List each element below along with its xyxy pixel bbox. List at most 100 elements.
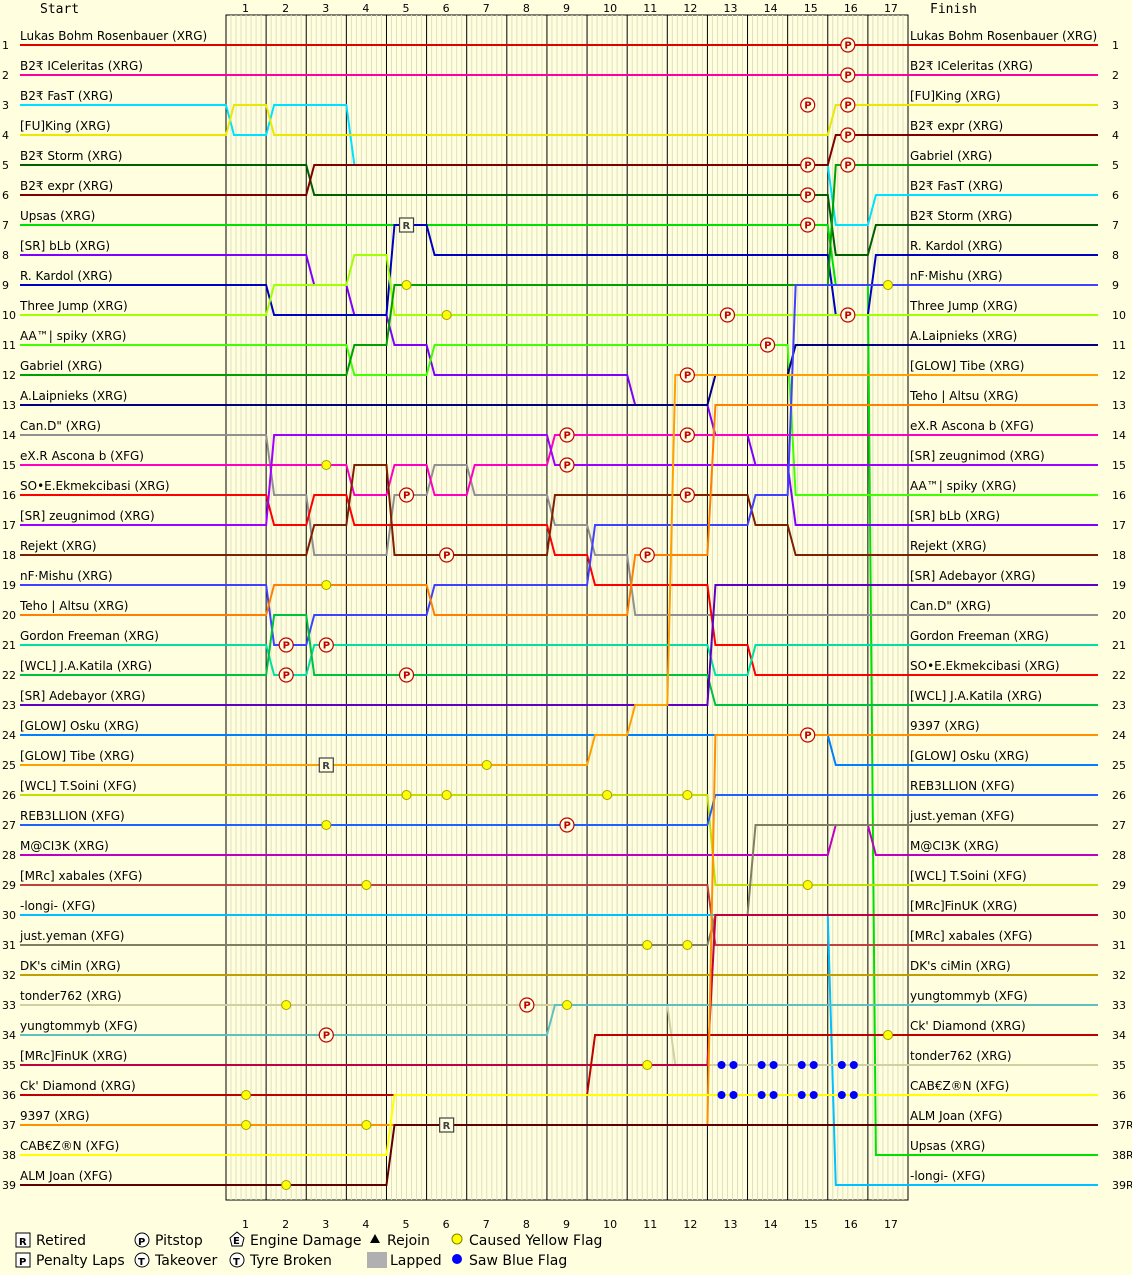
pitstop-marker	[840, 67, 856, 83]
pitstop-marker	[679, 427, 695, 443]
position-tick-left: 18	[2, 549, 16, 562]
pitstop-letter: P	[443, 551, 450, 562]
finish-driver-label: nF·Mishu (XRG)	[910, 269, 1003, 283]
yellow-flag-dot	[642, 940, 653, 950]
legend-symbol	[134, 1252, 150, 1268]
pitstop-letter: P	[564, 461, 571, 472]
blue-flag-dot	[797, 1061, 806, 1069]
yellow-flag-dot	[361, 880, 372, 890]
yellow-flag-dot	[882, 1030, 893, 1040]
yellow-flag-dot	[682, 940, 693, 950]
grid-lines	[225, 14, 909, 1201]
position-tick-right: 30	[1112, 909, 1126, 922]
finish-driver-label: AA™| spiky (XRG)	[910, 479, 1016, 493]
position-tick-right: 24	[1112, 729, 1126, 742]
finish-driver-label: R. Kardol (XRG)	[910, 239, 1003, 253]
lap-tick-bottom: 17	[884, 1218, 898, 1231]
legend-symbol-letter: E	[233, 1236, 240, 1247]
blue-flag-dot	[729, 1091, 738, 1099]
blue-flag-dot	[809, 1061, 818, 1069]
finish-driver-label: just.yeman (XFG)	[909, 809, 1014, 823]
lap-tick-bottom: 6	[443, 1218, 450, 1231]
series-line	[20, 344, 1098, 406]
position-tick-right: 8	[1112, 249, 1119, 262]
pitstop-letter: P	[684, 371, 691, 382]
blue-flag-dot	[757, 1061, 766, 1069]
legend-label: Lapped	[390, 1253, 442, 1269]
driver-labels: Lukas Bohm Rosenbauer (XRG) B2₹ ICelerita…	[19, 29, 1097, 1183]
finish-driver-label: REB3LLION (XFG)	[910, 779, 1015, 793]
series-line	[20, 914, 1098, 1066]
position-tick-right: 9	[1112, 279, 1119, 292]
start-driver-label: REB3LLION (XFG)	[20, 809, 125, 823]
lap-tick-bottom: 12	[683, 1218, 697, 1231]
pitstop-marker	[398, 667, 415, 683]
lap-tick-top: 4	[362, 2, 369, 15]
legend-label: Penalty Laps	[36, 1253, 125, 1269]
legend-symbol-letter: T	[233, 1257, 240, 1268]
start-driver-label: B2₹ expr (XRG)	[20, 179, 113, 193]
finish-driver-label: [WCL] J.A.Katila (XRG)	[910, 689, 1042, 703]
position-tick-left: 22	[2, 669, 16, 682]
position-tick-right: 26	[1112, 789, 1126, 802]
pitstop-marker	[639, 547, 655, 563]
blue-flag-dot	[769, 1061, 778, 1069]
event-markers: P P P P P P P P P R P P P P P P P P P P P P P P P P R P P P R	[241, 37, 893, 1190]
finish-driver-label: Three Jump (XRG)	[909, 299, 1018, 313]
position-tick-left: 35	[2, 1059, 16, 1072]
start-driver-label: ALM Joan (XFG)	[20, 1169, 113, 1183]
legend-label: Saw Blue Flag	[469, 1253, 567, 1269]
position-tick-right: 35	[1112, 1059, 1126, 1072]
series-line	[20, 614, 1098, 706]
finish-driver-label: Teho | Altsu (XRG)	[909, 389, 1018, 403]
position-tick-right: 20	[1112, 609, 1126, 622]
lap-tick-top: 7	[483, 2, 490, 15]
pitstop-marker	[559, 457, 575, 473]
finish-driver-label: tonder762 (XRG)	[910, 1049, 1012, 1063]
lap-tick-top: 13	[723, 2, 737, 15]
finish-driver-label: B2₹ expr (XRG)	[910, 119, 1003, 133]
pitstop-marker	[519, 997, 535, 1013]
pitstop-letter: P	[804, 221, 811, 232]
start-driver-label: 9397 (XRG)	[20, 1109, 90, 1123]
pitstop-letter: P	[764, 341, 771, 352]
legend-label: Retired	[36, 1233, 86, 1249]
blue-flag-dot	[729, 1061, 738, 1069]
position-tick-left: 37	[2, 1119, 16, 1132]
penalty-marker	[840, 157, 856, 173]
finish-driver-label: [FU]King (XRG)	[910, 89, 1001, 103]
pitstop-marker	[800, 97, 816, 113]
lap-tick-top: 2	[282, 2, 289, 15]
legend-label: Caused Yellow Flag	[469, 1233, 602, 1249]
series-line	[20, 104, 1098, 136]
position-tick-right: 34	[1112, 1029, 1126, 1042]
pitstop-marker	[559, 427, 575, 443]
series-line	[20, 344, 1098, 496]
pitstop-marker	[800, 187, 816, 203]
yellow-flag-dot	[241, 1090, 252, 1100]
pitstop-marker	[278, 637, 294, 653]
pitstop-letter: P	[403, 671, 410, 682]
series-line	[20, 164, 1098, 256]
position-tick-left: 3	[2, 99, 9, 112]
position-tick-left: 30	[2, 909, 16, 922]
position-tick-right: 25	[1112, 759, 1126, 772]
series-line	[20, 434, 1098, 496]
pitstop-letter: P	[564, 821, 571, 832]
position-tick-right: 6	[1112, 189, 1119, 202]
series-line	[20, 434, 1098, 616]
pitstop-letter: P	[283, 671, 290, 682]
finish-driver-label: B2₹ FasT (XRG)	[910, 179, 1003, 193]
start-driver-label: yungtommyb (XFG)	[20, 1019, 138, 1033]
finish-driver-label: DK's ciMin (XRG)	[910, 959, 1011, 973]
position-tick-left: 23	[2, 699, 16, 712]
finish-driver-label: ALM Joan (XFG)	[910, 1109, 1003, 1123]
position-tick-right: 13	[1112, 399, 1126, 412]
lap-tick-top: 17	[884, 2, 898, 15]
finish-driver-label: SO•E.Ekmekcibasi (XRG)	[910, 659, 1060, 673]
start-driver-label: [WCL] T.Soini (XFG)	[20, 779, 137, 793]
pitstop-letter: P	[804, 731, 811, 742]
position-tick-left: 25	[2, 759, 16, 772]
position-tick-right: 2	[1112, 69, 1119, 82]
